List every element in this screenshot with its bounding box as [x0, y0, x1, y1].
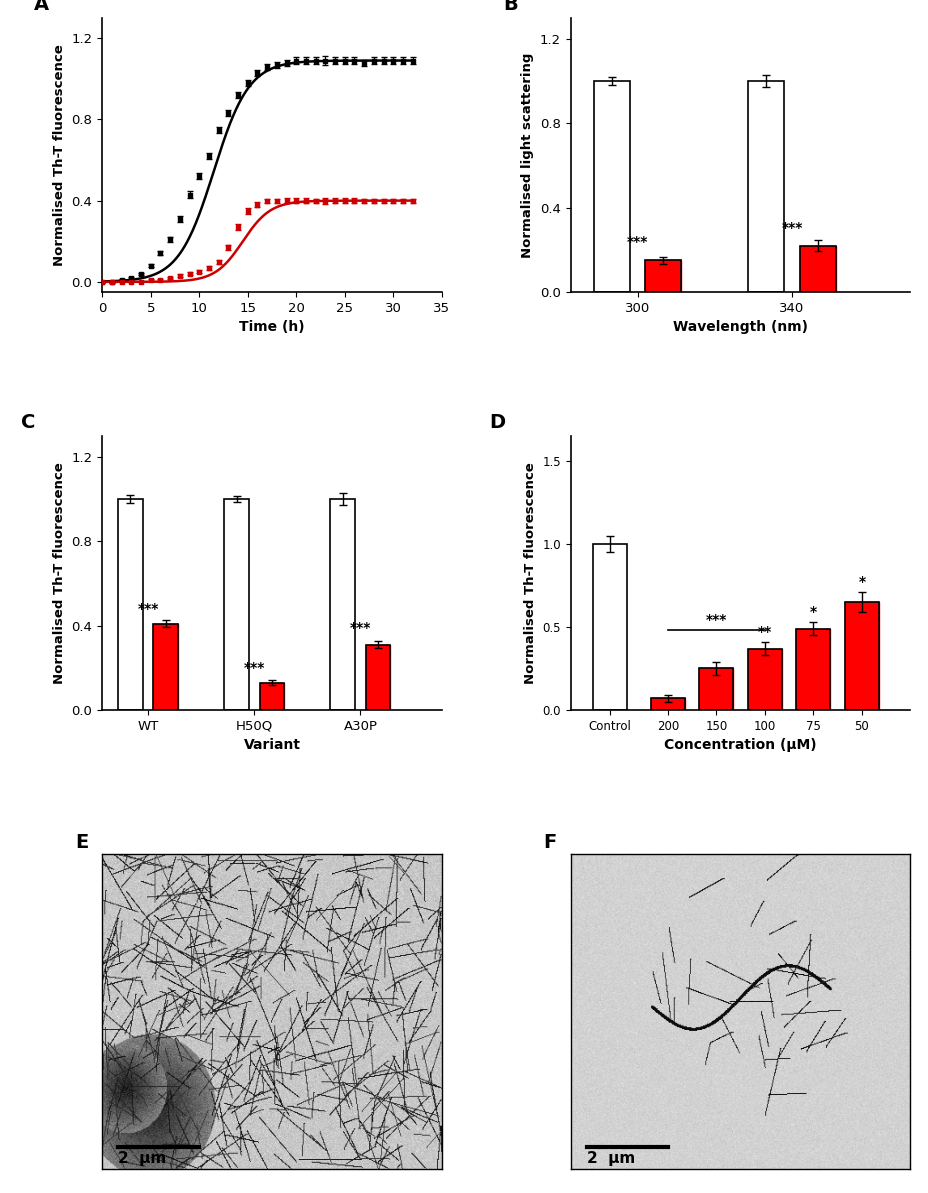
Bar — [795, 629, 830, 710]
Text: *: * — [809, 605, 816, 619]
Bar — [844, 602, 878, 710]
X-axis label: Variant: Variant — [243, 738, 300, 753]
Text: F: F — [543, 833, 556, 852]
X-axis label: Wavelength (nm): Wavelength (nm) — [673, 320, 807, 334]
Text: D: D — [489, 413, 505, 432]
Bar — [747, 649, 781, 710]
Bar — [645, 260, 681, 292]
Bar — [651, 698, 684, 710]
X-axis label: Concentration (μM): Concentration (μM) — [664, 738, 816, 753]
Bar — [592, 544, 626, 710]
Bar — [259, 682, 284, 710]
Bar — [153, 624, 178, 710]
Bar — [118, 499, 143, 710]
Bar — [259, 682, 284, 710]
Text: A: A — [34, 0, 49, 13]
Bar — [844, 602, 878, 710]
Bar — [799, 246, 835, 292]
Text: B: B — [502, 0, 517, 13]
Bar — [799, 246, 835, 292]
Text: ***: *** — [705, 613, 727, 628]
Text: ***: *** — [137, 602, 159, 616]
Bar — [645, 260, 681, 292]
Y-axis label: Normalised light scattering: Normalised light scattering — [521, 52, 534, 258]
Text: **: ** — [757, 625, 771, 638]
Y-axis label: Normalised Th-T fluorescence: Normalised Th-T fluorescence — [523, 462, 536, 684]
Text: ***: *** — [626, 235, 648, 249]
X-axis label: Time (h): Time (h) — [238, 320, 304, 334]
Text: *: * — [857, 575, 865, 588]
Y-axis label: Normalised Th-T fluorescence: Normalised Th-T fluorescence — [53, 462, 66, 684]
Bar — [748, 81, 783, 292]
Bar — [699, 668, 732, 710]
Y-axis label: Normalised Th-T fluorescence: Normalised Th-T fluorescence — [53, 44, 66, 266]
Text: E: E — [75, 833, 88, 852]
Text: ***: *** — [243, 661, 264, 675]
Text: 2  μm: 2 μm — [586, 1151, 635, 1166]
Text: 2  μm: 2 μm — [118, 1151, 166, 1166]
Bar — [651, 698, 684, 710]
Bar — [153, 624, 178, 710]
Bar — [747, 649, 781, 710]
Bar — [366, 644, 390, 710]
Bar — [366, 644, 390, 710]
Text: ***: *** — [349, 622, 370, 635]
Text: ***: *** — [780, 221, 802, 235]
Bar — [224, 499, 249, 710]
Text: C: C — [20, 413, 35, 432]
Bar — [795, 629, 830, 710]
Bar — [593, 81, 629, 292]
Bar — [699, 668, 732, 710]
Bar — [330, 499, 354, 710]
